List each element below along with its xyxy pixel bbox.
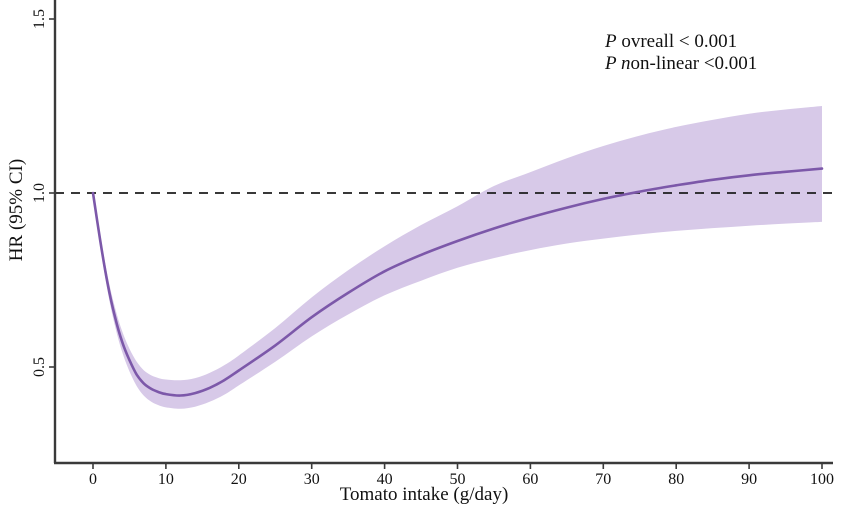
p-nonlinear-italic: P n: [605, 53, 631, 74]
p-overall-text: P ovreall < 0.001: [605, 31, 757, 53]
p-nonlinear-rest: on-linear <0.001: [630, 53, 758, 74]
y-tick-label: 1.5: [31, 9, 48, 29]
x-tick-label: 20: [231, 471, 247, 488]
x-tick-label: 80: [668, 471, 684, 488]
x-tick-label: 50: [450, 471, 466, 488]
x-tick-label: 100: [810, 471, 834, 488]
p-overall-italic: P: [605, 31, 617, 52]
hr-curve: [91, 167, 824, 397]
x-tick-label: 0: [89, 471, 97, 488]
y-axis-title: HR (95% CI): [6, 158, 27, 262]
y-tick-label: 0.5: [31, 357, 48, 377]
p-values-annotation: P ovreall < 0.001 P non-linear <0.001: [605, 31, 757, 75]
x-tick-label: 10: [158, 471, 174, 488]
x-tick-label: 90: [741, 471, 757, 488]
x-tick-label: 60: [522, 471, 538, 488]
x-axis-title: Tomato intake (g/day): [339, 484, 509, 505]
confidence-band: [93, 106, 822, 409]
x-tick-label: 40: [377, 471, 393, 488]
p-overall-rest: ovreall < 0.001: [616, 31, 738, 52]
x-tick-label: 70: [595, 471, 611, 488]
p-nonlinear-text: P non-linear <0.001: [605, 53, 757, 75]
x-tick-label: 30: [304, 471, 320, 488]
y-tick-label: 1.0: [31, 183, 48, 203]
